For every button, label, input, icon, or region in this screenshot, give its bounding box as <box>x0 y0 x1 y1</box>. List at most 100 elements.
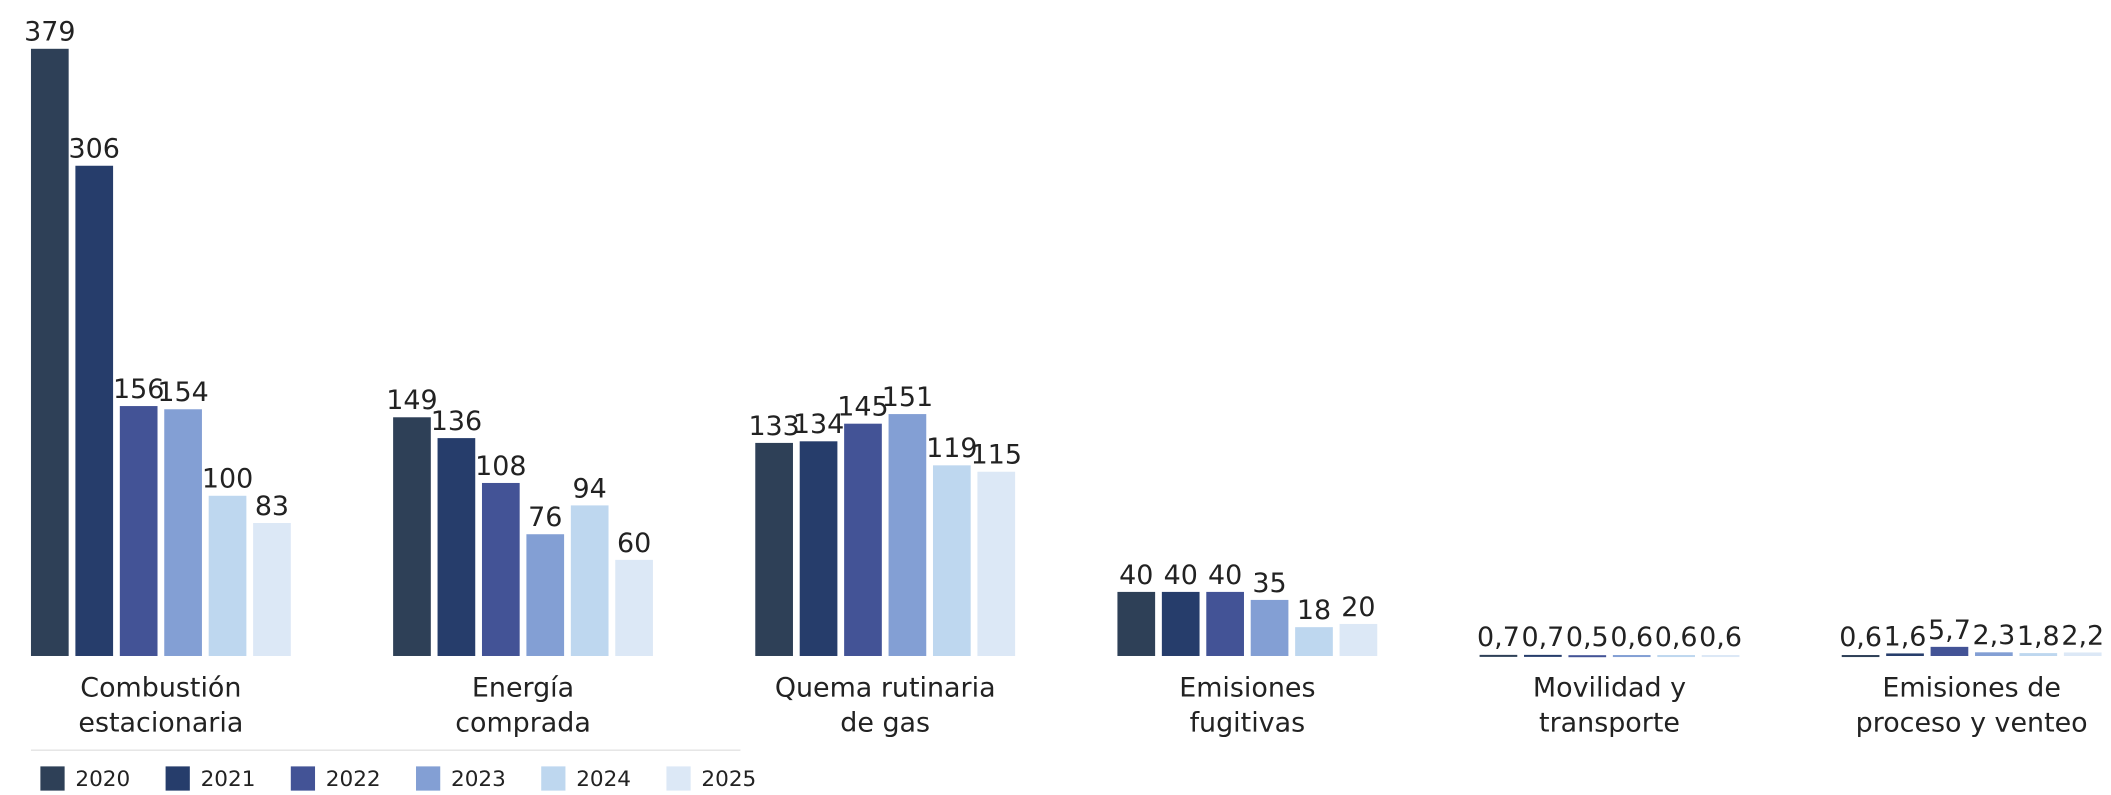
x-tick-label-line: de gas <box>840 707 930 738</box>
x-tick-label-line: Combustión <box>80 672 241 703</box>
data-label: 0,7 <box>1521 622 1564 653</box>
data-label: 2,3 <box>1972 620 2015 651</box>
data-label: 83 <box>255 491 289 522</box>
bar <box>1161 591 1200 656</box>
bar <box>1701 655 1740 658</box>
x-tick-label-line: Emisiones de <box>1882 672 2060 703</box>
data-label: 40 <box>1208 560 1242 591</box>
data-label: 40 <box>1119 560 1153 591</box>
data-label: 136 <box>431 406 482 437</box>
bar <box>526 534 565 656</box>
data-label: 0,6 <box>1655 622 1698 653</box>
bar <box>1841 655 1880 658</box>
bar <box>164 409 202 656</box>
data-label: 1,6 <box>1884 621 1927 652</box>
data-label: 5,7 <box>1928 615 1971 646</box>
legend-swatch <box>40 766 65 791</box>
bar <box>1117 591 1156 656</box>
bar <box>75 165 114 656</box>
bar <box>253 523 291 656</box>
bar <box>1524 654 1562 657</box>
data-label: 94 <box>573 473 607 504</box>
data-label: 306 <box>69 134 120 165</box>
bar <box>1206 591 1244 656</box>
data-label: 18 <box>1297 595 1331 626</box>
bar <box>1250 599 1289 656</box>
data-label: 2,2 <box>2061 620 2104 651</box>
data-label: 379 <box>24 17 75 48</box>
data-label: 0,5 <box>1566 622 1609 653</box>
legend-swatch <box>165 766 190 791</box>
bar <box>977 471 1016 656</box>
data-label: 0,6 <box>1610 622 1653 653</box>
legend-label: 2025 <box>701 767 756 792</box>
bar <box>755 442 793 656</box>
bar <box>393 417 431 656</box>
bar <box>30 48 69 656</box>
data-label: 156 <box>113 374 164 405</box>
bar <box>2019 653 2058 656</box>
legend-label: 2022 <box>326 767 381 792</box>
legend-label: 2023 <box>451 767 506 792</box>
bar <box>481 482 520 656</box>
bar <box>1339 623 1378 656</box>
data-label: 119 <box>926 433 977 464</box>
legend-swatch <box>290 766 316 791</box>
bar <box>1295 627 1333 656</box>
bar <box>888 414 927 656</box>
bar <box>1612 655 1651 658</box>
legend-swatch <box>541 766 566 791</box>
x-tick-label-line: Quema rutinaria <box>775 672 996 703</box>
x-tick-label-line: Movilidad y <box>1533 672 1686 703</box>
bar <box>437 438 476 656</box>
x-tick-label-line: proceso y venteo <box>1856 707 2088 738</box>
bar <box>1975 652 2013 656</box>
bar <box>1930 646 1969 656</box>
bar <box>2063 652 2102 656</box>
bar <box>1886 653 1924 656</box>
data-label: 76 <box>528 502 562 533</box>
bar <box>119 406 158 656</box>
data-label: 0,6 <box>1699 622 1742 653</box>
x-tick-label-line: Emisiones <box>1179 672 1315 703</box>
data-label: 100 <box>202 464 253 495</box>
legend-label: 2020 <box>75 767 130 792</box>
x-tick-label: Quema rutinaria de gas <box>775 672 996 738</box>
data-label: 0,7 <box>1477 622 1520 653</box>
bar <box>570 505 609 656</box>
data-label: 134 <box>793 409 844 440</box>
x-tick-label: Energía comprada <box>455 672 591 738</box>
bar <box>799 441 838 656</box>
legend-swatch <box>416 766 441 791</box>
bar <box>615 559 653 656</box>
x-tick-label-line: fugitivas <box>1190 707 1306 738</box>
data-label: 0,6 <box>1839 622 1882 653</box>
bar <box>932 465 971 656</box>
bar <box>1657 655 1695 658</box>
x-tick-label: Movilidad y transporte <box>1533 672 1686 738</box>
data-label: 151 <box>882 382 933 413</box>
x-tick-label-line: estacionaria <box>78 707 243 738</box>
data-label: 133 <box>748 411 799 442</box>
x-tick-label: Emisiones fugitivas <box>1179 672 1315 738</box>
bar <box>208 495 247 656</box>
legend-label: 2024 <box>576 767 631 792</box>
x-tick-label-line: comprada <box>455 707 591 738</box>
bar <box>844 423 882 656</box>
data-label: 154 <box>157 377 208 408</box>
data-label: 115 <box>971 440 1022 471</box>
data-label: 145 <box>837 392 888 423</box>
data-label: 108 <box>475 451 526 482</box>
data-label: 1,8 <box>2017 621 2060 652</box>
data-label: 35 <box>1252 568 1286 599</box>
legend-label: 2021 <box>201 767 256 792</box>
x-tick-label-line: Energía <box>472 672 574 703</box>
data-label: 20 <box>1341 592 1375 623</box>
bar <box>1479 654 1518 657</box>
x-tick-label: Emisiones de proceso y venteo <box>1856 672 2088 738</box>
x-tick-label-line: transporte <box>1539 707 1680 738</box>
data-label: 60 <box>617 528 651 559</box>
bar <box>1568 655 1607 658</box>
data-label: 40 <box>1164 560 1198 591</box>
